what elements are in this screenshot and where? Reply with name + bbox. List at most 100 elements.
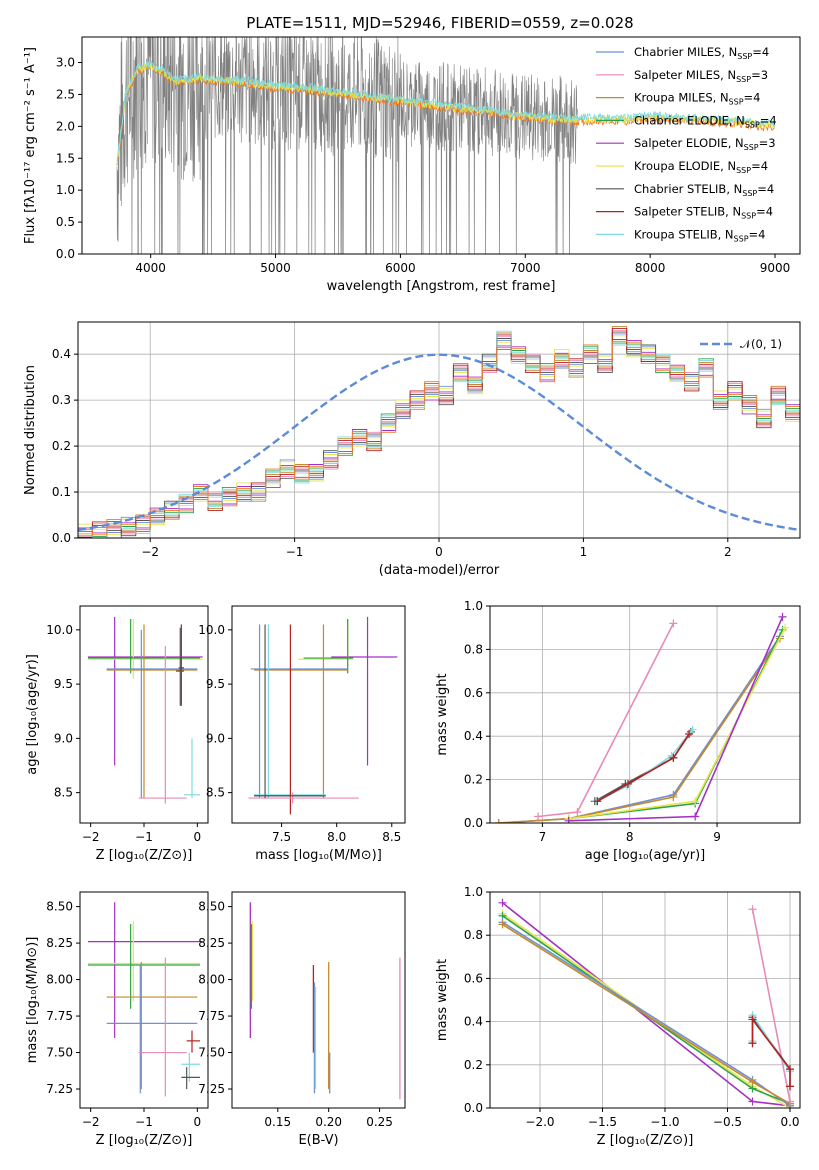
- axes-frame: [79, 891, 209, 1109]
- panel-ebv-vs-mass: 0.15 0.20 0.25 7.25 7.50 7.75 8.00 8.25 8.50 E(B-…: [198, 891, 406, 1148]
- x-tick-label: 0: [194, 830, 202, 844]
- weight-marker-salp_elodie: [748, 1097, 757, 1106]
- legend-sub: SSP: [737, 52, 752, 61]
- x-tick-label: 2: [724, 545, 732, 559]
- weight-marker-salp_stelib: [786, 1065, 794, 1074]
- x-tick-label: 0.25: [366, 1115, 393, 1129]
- y-axis-label: mass weight: [435, 673, 450, 755]
- x-tick-label: 5000: [260, 261, 291, 275]
- panel-z-vs-weight: −2.0 −1.5 −1.0 −0.5 0.0 0.0 0.2 0.4 0.6 0.8 1.0 Z […: [435, 885, 801, 1148]
- legend-label: Kroupa MILES, N: [634, 91, 729, 105]
- x-tick-label: 7: [539, 830, 547, 844]
- legend-entry: Salpeter STELIB, NSSP=4: [634, 205, 773, 221]
- y-tick-label: 0.6: [464, 686, 483, 700]
- x-tick-label: 8.5: [382, 830, 401, 844]
- observed-spectrum: [116, 37, 578, 254]
- x-tick-label: −0.5: [713, 1115, 742, 1129]
- x-tick-label: 4000: [135, 261, 166, 275]
- legend-entry: Chabrier MILES, NSSP=4: [634, 45, 769, 61]
- y-tick-label: 0.4: [52, 347, 71, 361]
- figure-title: PLATE=1511, MJD=52946, FIBERID=0559, z=0…: [246, 14, 633, 32]
- legend-label: Chabrier MILES, N: [634, 45, 737, 59]
- x-tick-label: 8.0: [327, 830, 346, 844]
- panel-age-vs-weight: 7 8 9 0.0 0.2 0.4 0.6 0.8 1.0 age [log₁₀(age/yr)]…: [435, 599, 801, 863]
- plot-area-age-vs-weight: [490, 606, 800, 823]
- legend-entry: Kroupa STELIB, NSSP=4: [634, 227, 765, 243]
- legend-n: =4: [744, 91, 761, 105]
- plot-area-z-vs-age: [88, 616, 203, 804]
- weight-marker-salp_elodie: [691, 812, 700, 821]
- x-axis-label: wavelength [Angstrom, rest frame]: [327, 279, 556, 294]
- axes-frame: [489, 605, 801, 824]
- weight-marker-salp_stelib: [748, 1039, 757, 1048]
- y-axis-label: age [log₁₀(age/yr)]: [25, 654, 40, 775]
- legend-n: =4: [756, 205, 773, 219]
- axes-frame: [231, 605, 406, 824]
- legend-entry: Chabrier ELODIE, NSSP=4: [634, 113, 777, 129]
- weight-marker-salp_stelib: [623, 779, 632, 788]
- y-tick-label: 0.8: [464, 642, 483, 656]
- y-tick-label: 0.4: [464, 729, 483, 743]
- y-tick-label: 1.0: [56, 183, 75, 197]
- y-tick-label: 0.5: [56, 215, 75, 229]
- x-tick-label: 0.20: [315, 1115, 342, 1129]
- legend-entry: Kroupa MILES, NSSP=4: [634, 91, 760, 107]
- y-tick-label: 8.5: [54, 786, 73, 800]
- weight-marker-salp_miles: [573, 808, 582, 817]
- x-tick-label: 0.0: [780, 1115, 799, 1129]
- x-tick-label: −2.0: [525, 1115, 554, 1129]
- y-tick-label: 0.0: [52, 531, 71, 545]
- x-tick-label: −1.0: [650, 1115, 679, 1129]
- axes-frame: [81, 36, 801, 255]
- axes-frame: [489, 891, 801, 1109]
- x-tick-label: 8000: [635, 261, 666, 275]
- y-tick-label: 0.0: [56, 247, 75, 261]
- histogram-chab_stelib: [78, 331, 800, 538]
- plot-area-residual-hist: [78, 322, 800, 538]
- plot-area-mass-vs-age: [248, 616, 398, 815]
- legend-n: =4: [752, 45, 769, 59]
- legend-label: Salpeter STELIB, N: [634, 205, 741, 219]
- x-tick-label: 7.5: [272, 830, 291, 844]
- weight-marker-salp_miles: [748, 905, 757, 914]
- x-tick-label: −2: [82, 1115, 100, 1129]
- weight-marker-salp_miles: [669, 619, 678, 628]
- axes-frame: [79, 605, 209, 824]
- legend-sub: SSP: [736, 166, 751, 175]
- x-tick-label: 9: [713, 830, 721, 844]
- x-tick-label: 0: [435, 545, 443, 559]
- legend-sub: SSP: [729, 98, 744, 107]
- plot-area-spectrum: [116, 37, 776, 254]
- y-tick-label: 0.3: [52, 393, 71, 407]
- normal-curve: [78, 353, 800, 532]
- legend-label: Salpeter MILES, N: [634, 68, 736, 82]
- legend-sub: SSP: [734, 234, 749, 243]
- legend-entry: Kroupa ELODIE, NSSP=4: [634, 159, 768, 175]
- weight-marker-salp_elodie: [564, 816, 573, 823]
- weight-line-krou_miles: [498, 638, 781, 823]
- x-axis-label: Z [log₁₀(Z/Z⊙)]: [597, 1133, 694, 1148]
- weight-marker-salp_miles: [534, 812, 543, 821]
- legend-sub: SSP: [742, 189, 757, 198]
- x-tick-label: −1: [286, 545, 304, 559]
- y-tick-label: 7.50: [46, 1046, 73, 1060]
- legend-label: Chabrier ELODIE, N: [634, 113, 745, 127]
- y-tick-label: 0.8: [464, 928, 483, 942]
- y-axis-label: mass [log₁₀(M/M⊙)]: [25, 937, 40, 1064]
- legend-n: =3: [751, 68, 768, 82]
- panel-spectrum: 4000 5000 6000 7000 8000 9000 0.0 0.5 1.0 1.5 2.0 2…: [23, 36, 801, 294]
- panel-residual-hist: −2 −1 0 1 2 0.0 0.1 0.2 0.3 0.4 (data-model)/error…: [23, 321, 801, 578]
- y-tick-label: 7.25: [198, 1082, 225, 1096]
- weight-marker-krou_elodie: [691, 797, 700, 806]
- x-tick-label: 7000: [510, 261, 541, 275]
- x-axis-label: mass [log₁₀(M/M⊙)]: [255, 848, 382, 863]
- x-tick-label: 9000: [760, 261, 791, 275]
- weight-line-salp_miles: [751, 909, 791, 1102]
- y-tick-label: 2.5: [56, 87, 75, 101]
- y-tick-label: 0.2: [464, 773, 483, 787]
- x-tick-label: −2: [141, 545, 159, 559]
- legend-normal-label: 𝒩(0, 1): [740, 337, 782, 351]
- y-tick-label: 7.50: [198, 1046, 225, 1060]
- y-tick-label: 9.5: [54, 677, 73, 691]
